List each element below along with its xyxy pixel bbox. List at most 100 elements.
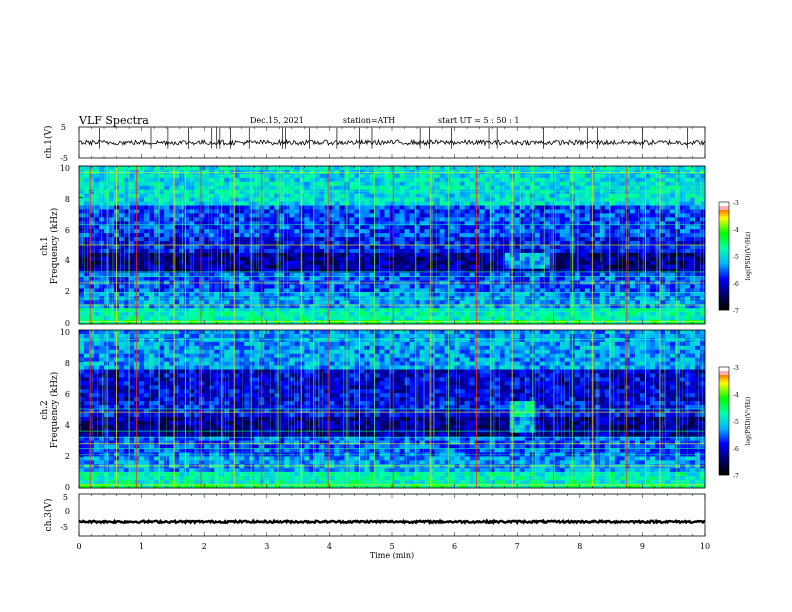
spectrogram-cell: [484, 181, 490, 187]
spectrogram-cell: [129, 225, 135, 230]
spectrogram-cell: [119, 288, 125, 293]
spectrogram-cell: [634, 272, 641, 277]
spectrogram-cell: [229, 217, 235, 222]
spectrogram-cell: [384, 308, 390, 313]
spectrogram-cell: [499, 189, 505, 194]
spectrogram-cell: [584, 260, 591, 266]
spectrogram-cell: [539, 256, 546, 262]
spectrogram-cell: [649, 248, 656, 254]
spectrogram-cell: [554, 185, 561, 190]
spectrogram-cell: [339, 229, 345, 234]
spectrogram-cell: [194, 237, 200, 242]
spectrogram-cell: [419, 189, 425, 194]
spectrogram-cell: [374, 177, 380, 183]
spectrogram-cell: [494, 260, 500, 266]
spectrogram-cell: [514, 304, 521, 309]
spectrogram-cell: [279, 268, 285, 273]
spectrogram-cell: [424, 256, 430, 262]
spectrogram-cell: [384, 201, 390, 206]
spectrogram-cell: [354, 173, 360, 179]
spectrogram-cell: [389, 197, 395, 202]
spectrogram-cell: [479, 229, 485, 234]
spectrogram-cell: [249, 320, 255, 325]
spectrogram-cell: [584, 197, 591, 202]
spectrogram-cell: [544, 237, 551, 242]
spectrogram-cell: [439, 248, 445, 254]
spectrogram-cell: [484, 304, 490, 309]
spectrogram-cell: [404, 205, 410, 210]
spectrogram-cell: [664, 237, 671, 242]
spectrogram-cell: [294, 268, 300, 273]
spectrogram-cell: [379, 288, 385, 293]
spectrogram-cell: [554, 197, 561, 202]
spectrogram-cell: [374, 264, 380, 269]
spectrogram-cell: [674, 300, 681, 305]
spectrogram-cell: [304, 300, 310, 305]
spectrogram-cell: [539, 181, 546, 187]
spectrogram-cell: [694, 225, 701, 230]
spectrogram-cell: [449, 233, 455, 238]
spectrogram-cell: [469, 217, 475, 222]
spectrogram-cell: [419, 256, 425, 262]
spectrogram-cell: [249, 264, 255, 269]
spectrogram-cell: [524, 209, 531, 214]
spectrogram-cell: [229, 205, 235, 210]
spectrogram-cell: [269, 308, 275, 313]
spectrogram-cell: [199, 304, 205, 309]
spectrogram-cell: [359, 237, 365, 242]
spectrogram-cell: [274, 181, 280, 187]
spectrogram-cell: [459, 217, 465, 222]
spectrogram-cell: [189, 288, 195, 293]
spectrogram-cell: [209, 237, 215, 242]
spectrogram-cell: [309, 272, 315, 277]
spectrogram-cell: [179, 189, 185, 194]
spectrogram-cell: [394, 256, 400, 262]
spectrogram-cell: [619, 272, 626, 277]
spectrogram-cell: [244, 320, 250, 325]
spectrogram-cell: [149, 189, 155, 194]
spectrogram-cell: [384, 189, 390, 194]
spectrogram-cell: [564, 272, 571, 277]
spectrogram-cell: [129, 272, 135, 277]
spectrogram-cell: [149, 252, 155, 258]
spectrogram-cell: [79, 205, 85, 210]
spectrogram-cell: [479, 292, 485, 297]
spectrogram-cell: [554, 260, 561, 266]
spectrogram-cell: [599, 308, 606, 313]
spectrogram-cell: [184, 197, 190, 202]
spectrogram-cell: [284, 304, 290, 309]
spectrogram-cell: [319, 272, 325, 277]
spectrogram-cell: [399, 205, 405, 210]
spectrogram-cell: [409, 209, 415, 214]
spectrogram-cell: [129, 189, 135, 194]
spectrogram-cell: [474, 197, 480, 202]
spectrogram-cell: [314, 284, 320, 289]
spectrogram-cell: [539, 276, 546, 281]
spectrogram-cell: [104, 268, 110, 273]
spectrogram-cell: [149, 264, 155, 269]
spectrogram-cell: [514, 205, 521, 210]
spectrogram-cell: [689, 229, 696, 234]
spectrogram-cell: [354, 189, 360, 194]
spectrogram-cell: [204, 217, 210, 222]
spectrogram-cell: [224, 225, 230, 230]
spectrogram-cell: [554, 189, 561, 194]
spectrogram-cell: [624, 229, 631, 234]
spectrogram-cell: [414, 241, 420, 246]
spectrogram-cell: [574, 166, 581, 171]
spectrogram-cell: [269, 241, 275, 246]
spectrogram-cell: [174, 304, 180, 309]
spectrogram-cell: [279, 181, 285, 187]
spectrogram-cell: [309, 233, 315, 238]
spectrogram-cell: [274, 241, 280, 246]
spectrogram-cell: [539, 260, 546, 266]
spectrogram-cell: [394, 229, 400, 234]
spectrogram-cell: [229, 193, 235, 198]
spectrogram-cell: [659, 229, 666, 234]
spectrogram-cell: [384, 312, 390, 317]
spectrogram-cell: [634, 304, 641, 309]
spectrogram-cell: [184, 189, 190, 194]
spectrogram-cell: [109, 260, 115, 266]
spectrogram-cell: [294, 229, 300, 234]
spectrogram-cell: [454, 320, 460, 325]
